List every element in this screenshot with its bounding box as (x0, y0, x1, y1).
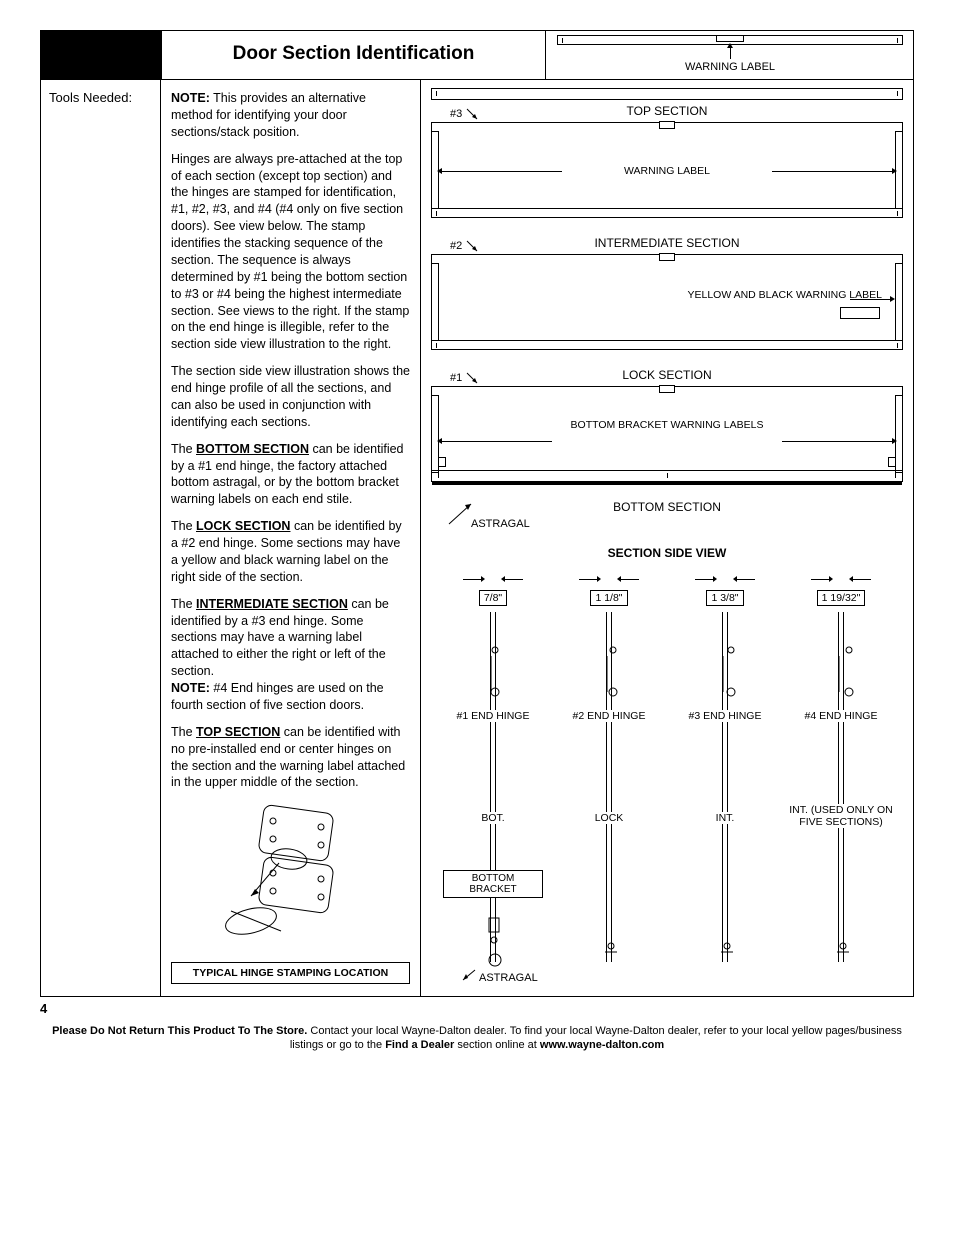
side-view-title: SECTION SIDE VIEW (431, 546, 903, 560)
side-view-row: 7/8" #1 END HINGE BOT. BOTTOM BRACKET (431, 574, 903, 972)
door-section-lock: BOTTOM BRACKET WARNING LABELS #1 (431, 386, 903, 482)
step-number-box (41, 31, 161, 79)
side-view-item-1: 7/8" #1 END HINGE BOT. BOTTOM BRACKET (453, 574, 533, 962)
hinge-stamp-illustration (171, 801, 410, 956)
paragraph-lock: The LOCK SECTION can be identified by a … (171, 518, 410, 586)
footer-text: Please Do Not Return This Product To The… (40, 1024, 914, 1053)
paragraph-intermediate: The INTERMEDIATE SECTION can be identifi… (171, 596, 410, 714)
section-name-intermediate: INTERMEDIATE SECTION (431, 236, 903, 250)
tools-needed-column: Tools Needed: (41, 80, 161, 996)
side-view-astragal-label: ASTRAGAL (479, 972, 538, 984)
paragraph-bottom: The BOTTOM SECTION can be identified by … (171, 441, 410, 509)
side-view-item-4: 1 19/32" #4 END HINGE INT. (USED ONLY ON… (801, 574, 881, 962)
door-section-intermediate: YELLOW AND BLACK WARNING LABEL #2 (431, 254, 903, 350)
side-view-item-3: 1 3/8" #3 END HINGE INT. (685, 574, 765, 962)
door-section-top: WARNING LABEL #3 (431, 122, 903, 218)
section-name-top: TOP SECTION (431, 104, 903, 118)
section-name-bottom: BOTTOM SECTION (431, 500, 903, 514)
diagram-header-space: WARNING LABEL (546, 31, 913, 79)
door-top-bar (431, 88, 903, 100)
tools-needed-label: Tools Needed: (49, 90, 132, 105)
section-name-lock: LOCK SECTION (431, 368, 903, 382)
paragraph-2: The section side view illustration shows… (171, 363, 410, 431)
astragal-label: ASTRAGAL (471, 518, 530, 530)
page-number: 4 (40, 1001, 914, 1016)
page-frame: Door Section Identification WARNING LABE… (40, 30, 914, 997)
hinge-stamp-caption: TYPICAL HINGE STAMPING LOCATION (171, 962, 410, 984)
side-view-item-2: 1 1/8" #2 END HINGE LOCK (569, 574, 649, 962)
warning-label-text: WARNING LABEL (547, 61, 913, 73)
note-paragraph: NOTE: This provides an alternative metho… (171, 90, 410, 141)
main-content-row: Tools Needed: NOTE: This provides an alt… (41, 80, 913, 996)
paragraph-1: Hinges are always pre-attached at the to… (171, 151, 410, 354)
section-title: Door Section Identification (161, 31, 546, 79)
header-row: Door Section Identification WARNING LABE… (41, 31, 913, 80)
paragraph-top: The TOP SECTION can be identified with n… (171, 724, 410, 792)
diagram-column: TOP SECTION WARNING LABEL #3 (421, 80, 913, 996)
instruction-text-column: NOTE: This provides an alternative metho… (161, 80, 421, 996)
